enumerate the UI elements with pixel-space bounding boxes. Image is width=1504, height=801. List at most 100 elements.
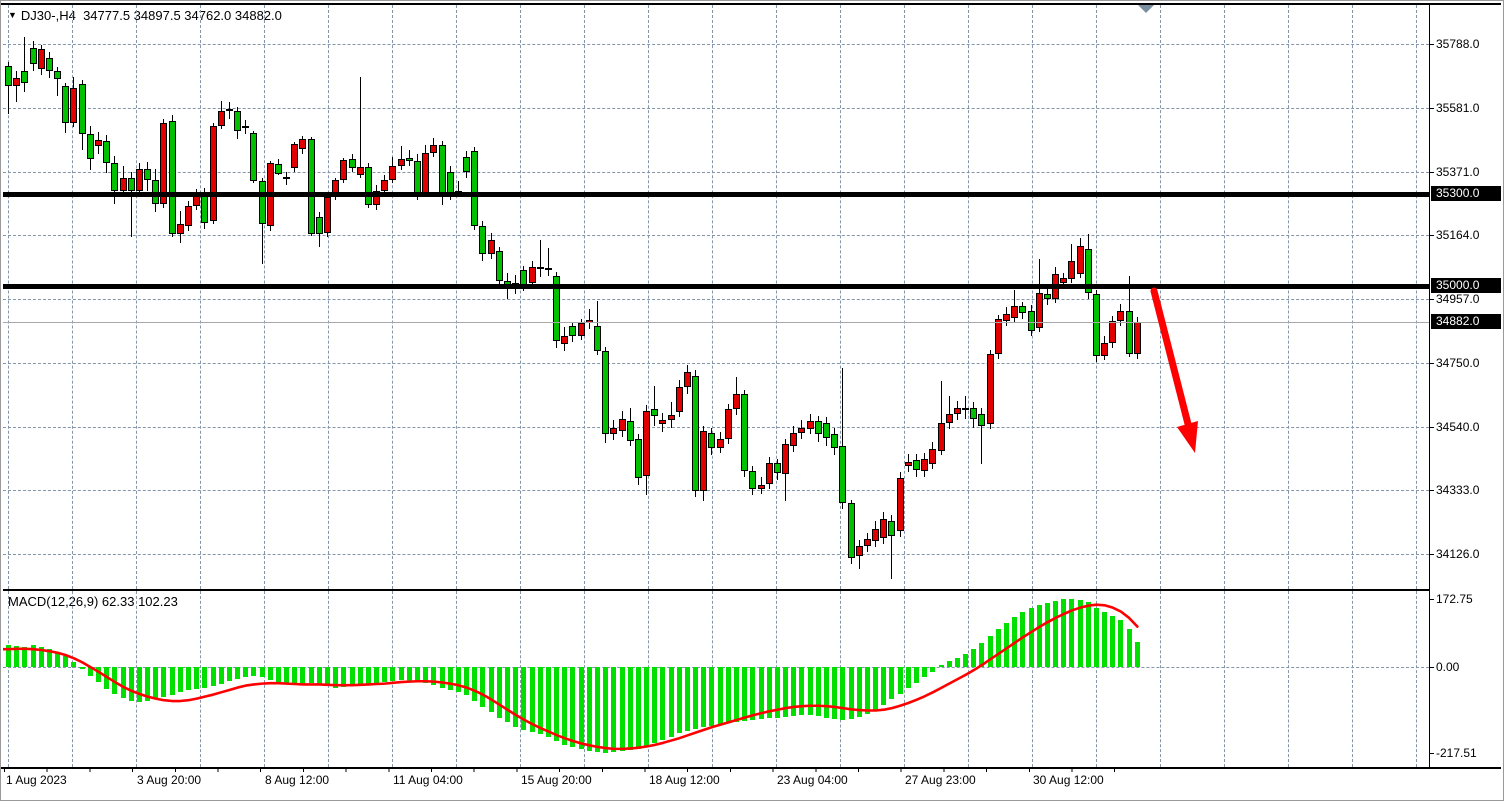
- macd-histogram-bar: [71, 662, 77, 667]
- panel-separator[interactable]: [3, 589, 1434, 591]
- macd-histogram-bar: [300, 667, 306, 684]
- macd-histogram-bar: [660, 667, 666, 740]
- macd-histogram-bar: [864, 667, 870, 714]
- macd-histogram-bar: [1020, 612, 1026, 667]
- candle-body: [94, 139, 102, 147]
- gridline-vertical: [72, 5, 73, 589]
- candle-body: [119, 178, 127, 191]
- gridline-vertical: [968, 591, 969, 767]
- macd-indicator-panel[interactable]: MACD(12,26,9) 62.33 102.23: [3, 591, 1429, 767]
- gridline-vertical: [584, 5, 585, 589]
- gridline-vertical: [712, 5, 713, 589]
- candle-body: [184, 206, 192, 227]
- candle-body: [389, 166, 397, 180]
- horizontal-level-line[interactable]: [3, 191, 1429, 197]
- macd-histogram-bar: [63, 655, 69, 667]
- candle-wick: [891, 515, 893, 579]
- main-chart-panel[interactable]: ▼ DJ30-,H4 34777.5 34897.5 34762.0 34882.…: [3, 5, 1429, 589]
- chart-title: ▼ DJ30-,H4 34777.5 34897.5 34762.0 34882.…: [8, 8, 282, 23]
- macd-histogram-bar: [644, 667, 650, 747]
- macd-histogram-bar: [611, 667, 617, 753]
- candle-body: [364, 166, 372, 206]
- macd-histogram-bar: [1061, 599, 1067, 667]
- time-axis-label: 15 Aug 20:00: [521, 773, 592, 787]
- price-axis-label: 35788.0: [1436, 37, 1480, 51]
- time-axis-label: 3 Aug 20:00: [137, 773, 202, 787]
- macd-histogram-bar: [1093, 607, 1099, 667]
- candle-wick: [948, 395, 950, 430]
- candle-body: [675, 387, 683, 412]
- macd-signal-line: [3, 603, 1139, 751]
- macd-histogram-bar: [758, 667, 764, 720]
- macd-axis-tick: [1430, 667, 1434, 668]
- candle-body: [291, 144, 299, 168]
- candle-body: [765, 463, 773, 485]
- gridline-vertical: [1160, 5, 1161, 589]
- gridline-vertical: [1032, 5, 1033, 589]
- macd-histogram-bar: [889, 667, 895, 700]
- macd-histogram-bar: [480, 667, 486, 707]
- candle-body: [896, 478, 904, 532]
- candle-body: [86, 134, 94, 159]
- candle-body: [160, 123, 168, 205]
- price-axis-label: 34333.0: [1436, 483, 1480, 498]
- candle-body: [495, 251, 503, 282]
- macd-histogram-bar: [603, 667, 609, 754]
- macd-histogram-bar: [905, 667, 911, 689]
- macd-histogram-bar: [545, 667, 551, 738]
- candle-body: [986, 354, 994, 425]
- macd-histogram-bar: [824, 667, 829, 718]
- candle-body: [463, 156, 471, 173]
- candle-wick: [16, 71, 18, 103]
- candle-body: [250, 132, 258, 182]
- macd-histogram-bar: [954, 657, 960, 667]
- candle-body: [405, 158, 413, 161]
- macd-histogram-bar: [586, 667, 592, 751]
- macd-histogram-bar: [676, 667, 682, 734]
- macd-histogram-bar: [750, 667, 756, 720]
- gridline-horizontal: [3, 44, 1429, 45]
- macd-histogram-bar: [987, 636, 993, 667]
- gridline-vertical: [584, 591, 585, 767]
- macd-histogram-bar: [177, 667, 183, 693]
- candle-body: [54, 71, 62, 79]
- candle-body: [234, 110, 242, 131]
- gridline-vertical: [1288, 591, 1289, 767]
- candle-wick: [547, 248, 549, 276]
- macd-histogram-bar: [38, 647, 44, 667]
- macd-histogram-bar: [267, 667, 273, 680]
- gridline-vertical: [328, 5, 329, 589]
- current-price-line: [3, 322, 1429, 323]
- price-axis-tick: [1430, 44, 1434, 45]
- macd-histogram-bar: [447, 667, 453, 690]
- price-axis-label: 34126.0: [1436, 547, 1480, 561]
- time-axis-ticks: [4, 769, 1144, 772]
- candle-body: [487, 239, 495, 255]
- price-axis[interactable]: 35788.0 35581.0 35371.0 35164.0 34957.0 34750…: [1429, 5, 1503, 767]
- horizontal-level-line[interactable]: [3, 283, 1429, 289]
- macd-histogram-bar: [529, 667, 535, 733]
- chevron-down-icon[interactable]: ▼: [8, 10, 17, 20]
- macd-histogram-bar: [578, 667, 584, 750]
- macd-histogram-bar: [807, 667, 813, 716]
- candle-body: [921, 459, 929, 472]
- macd-histogram-bar: [791, 667, 797, 717]
- macd-histogram-bar: [292, 667, 298, 685]
- macd-histogram-bar: [431, 667, 437, 685]
- candle-body: [667, 415, 675, 421]
- candle-wick: [457, 180, 459, 198]
- gridline-vertical: [1224, 5, 1225, 589]
- time-axis[interactable]: 1 Aug 2023 3 Aug 20:00 8 Aug 12:00 11 Aug 0…: [3, 769, 1503, 793]
- candle-body: [315, 216, 323, 234]
- macd-histogram-bar: [55, 651, 61, 667]
- candle-body: [577, 323, 585, 337]
- arrow-annotation[interactable]: [3, 5, 1429, 589]
- gridline-vertical: [1288, 5, 1289, 589]
- candle-wick: [8, 61, 9, 114]
- macd-histogram-bar: [1036, 605, 1042, 667]
- macd-histogram-bar: [210, 667, 216, 686]
- macd-histogram-bar: [848, 667, 854, 720]
- macd-histogram-bar: [406, 667, 412, 681]
- candle-wick: [408, 150, 410, 167]
